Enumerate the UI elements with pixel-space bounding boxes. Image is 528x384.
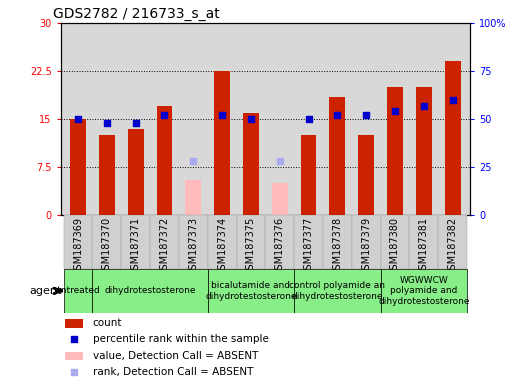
Bar	[208, 215, 237, 269]
Bar	[329, 97, 345, 215]
Bar	[185, 180, 201, 215]
Text: control polyamide an
dihydrotestosterone: control polyamide an dihydrotestosterone	[289, 281, 385, 301]
Point	[448, 97, 457, 103]
Bar	[65, 352, 83, 360]
Bar	[387, 87, 403, 215]
Bar	[208, 269, 294, 313]
Text: bicalutamide and
dihydrotestosterone: bicalutamide and dihydrotestosterone	[205, 281, 297, 301]
Bar	[445, 61, 460, 215]
Text: GDS2782 / 216733_s_at: GDS2782 / 216733_s_at	[53, 7, 219, 21]
Text: GSM187381: GSM187381	[419, 217, 429, 276]
Text: GSM187375: GSM187375	[246, 217, 256, 276]
Point	[247, 116, 255, 122]
Bar	[294, 215, 323, 269]
Text: GSM187369: GSM187369	[73, 217, 83, 276]
Bar	[352, 215, 381, 269]
Text: percentile rank within the sample: percentile rank within the sample	[92, 334, 268, 344]
Text: GSM187374: GSM187374	[217, 217, 227, 276]
Text: GSM187370: GSM187370	[102, 217, 112, 276]
Point	[131, 120, 140, 126]
Bar	[237, 215, 265, 269]
Bar	[214, 71, 230, 215]
Text: agent: agent	[29, 286, 61, 296]
Text: GSM187373: GSM187373	[188, 217, 199, 276]
Bar	[92, 269, 208, 313]
Point	[304, 116, 313, 122]
Text: GSM187377: GSM187377	[304, 217, 314, 276]
Bar	[92, 215, 121, 269]
Bar	[121, 215, 150, 269]
Text: GSM187379: GSM187379	[361, 217, 371, 276]
Text: GSM187376: GSM187376	[275, 217, 285, 276]
Point	[189, 158, 197, 164]
Point	[102, 120, 111, 126]
Point	[74, 116, 82, 122]
Bar	[156, 106, 172, 215]
Text: untreated: untreated	[55, 286, 100, 295]
Bar	[243, 113, 259, 215]
Bar	[150, 215, 179, 269]
Bar	[294, 269, 381, 313]
Bar	[438, 215, 467, 269]
Bar	[381, 215, 409, 269]
Point	[362, 112, 371, 118]
Text: GSM187371: GSM187371	[130, 217, 140, 276]
Bar	[70, 119, 86, 215]
Text: GSM187378: GSM187378	[332, 217, 342, 276]
Bar	[128, 129, 144, 215]
Text: WGWWCW
polyamide and
dihydrotestosterone: WGWWCW polyamide and dihydrotestosterone	[378, 276, 469, 306]
Bar	[179, 215, 208, 269]
Bar	[65, 319, 83, 328]
Point	[276, 158, 284, 164]
Text: dihydrotestosterone: dihydrotestosterone	[105, 286, 196, 295]
Text: value, Detection Call = ABSENT: value, Detection Call = ABSENT	[92, 351, 258, 361]
Bar	[63, 215, 92, 269]
Bar	[300, 135, 316, 215]
Text: GSM187372: GSM187372	[159, 217, 169, 276]
Point	[420, 103, 428, 109]
Point	[333, 112, 342, 118]
Bar	[272, 183, 288, 215]
Point	[391, 108, 399, 114]
Bar	[381, 269, 467, 313]
Bar	[265, 215, 294, 269]
Point	[160, 112, 168, 118]
Bar	[359, 135, 374, 215]
Text: GSM187382: GSM187382	[448, 217, 458, 276]
Bar	[409, 215, 438, 269]
Text: rank, Detection Call = ABSENT: rank, Detection Call = ABSENT	[92, 367, 253, 377]
Bar	[323, 215, 352, 269]
Point	[70, 369, 79, 375]
Bar	[63, 269, 92, 313]
Bar	[99, 135, 115, 215]
Text: GSM187380: GSM187380	[390, 217, 400, 276]
Point	[70, 336, 79, 343]
Point	[218, 112, 227, 118]
Text: count: count	[92, 318, 122, 328]
Bar	[416, 87, 432, 215]
